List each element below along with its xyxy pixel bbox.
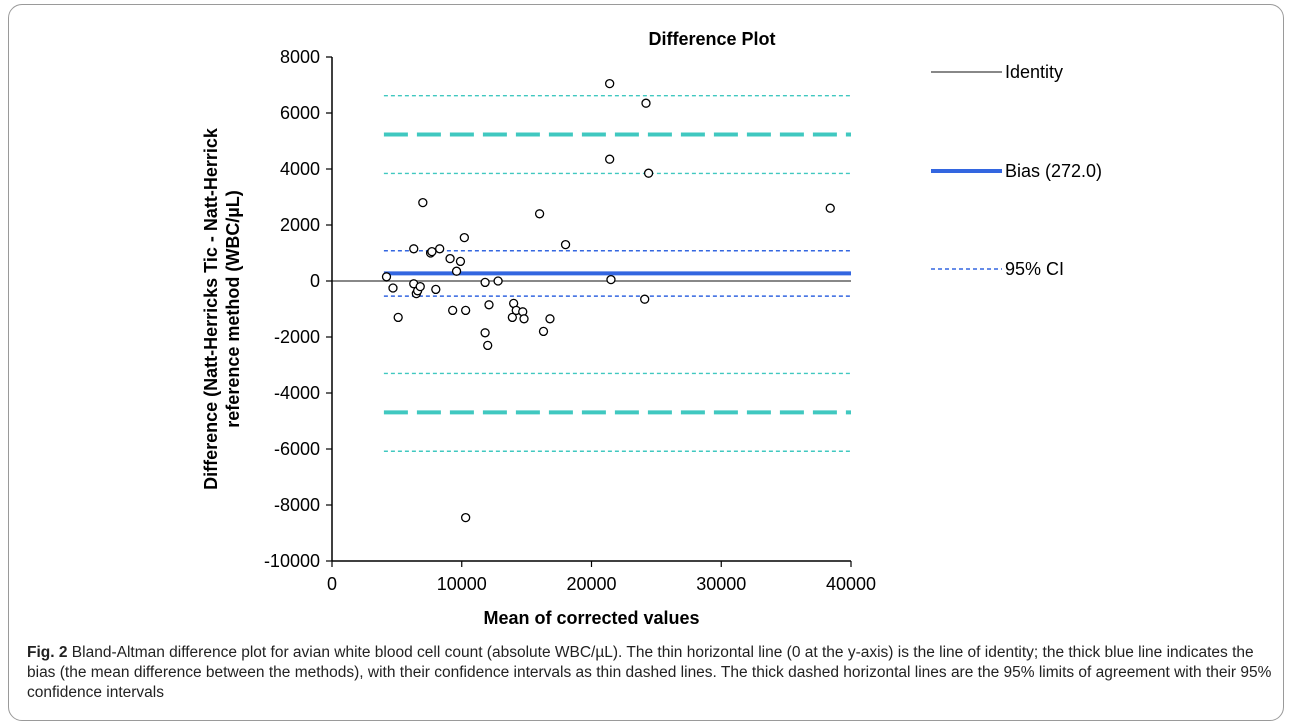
data-point xyxy=(534,209,545,219)
data-point xyxy=(641,98,651,108)
data-point xyxy=(480,277,490,288)
data-point xyxy=(409,244,419,254)
figure-frame: 0 10000 20000 30000 40000 -10000 -8000 -6000 -40… xyxy=(8,4,1284,721)
y-tick-label: 2000 xyxy=(280,215,320,235)
caption-label: Fig. 2 xyxy=(27,644,68,661)
x-tick-label: 20000 xyxy=(566,574,616,594)
data-point xyxy=(427,246,437,257)
data-point xyxy=(560,239,571,250)
y-tick-label: -4000 xyxy=(274,383,320,403)
chart-title: Difference Plot xyxy=(648,29,775,49)
legend-label: 95% CI xyxy=(1005,259,1064,279)
data-point xyxy=(418,197,428,208)
data-point xyxy=(435,244,445,254)
data-point xyxy=(393,312,403,323)
figure-caption: Fig. 2 Bland-Altman difference plot for … xyxy=(27,643,1272,703)
data-point xyxy=(451,266,462,276)
data-point xyxy=(519,314,529,324)
data-point xyxy=(388,283,398,293)
y-axis-label-line1: Difference (Natt-Herricks Tic - Natt-Her… xyxy=(201,127,221,490)
data-point xyxy=(640,294,650,304)
data-point xyxy=(483,340,493,351)
data-point xyxy=(448,305,458,316)
x-tick-label: 30000 xyxy=(696,574,746,594)
x-tick-label: 0 xyxy=(327,574,337,594)
data-point xyxy=(545,314,555,324)
difference-plot-chart: 0 10000 20000 30000 40000-10000-8000-6000-40… xyxy=(201,29,1102,628)
data-point xyxy=(493,276,503,286)
data-point xyxy=(460,305,471,316)
y-tick-label: -6000 xyxy=(274,439,320,459)
data-point xyxy=(484,300,494,310)
legend-label: Identity xyxy=(1005,62,1063,82)
data-point xyxy=(445,253,455,264)
y-tick-label: -10000 xyxy=(264,551,320,571)
data-point xyxy=(605,78,615,89)
data-point xyxy=(459,232,469,243)
data-point xyxy=(381,272,392,282)
data-point xyxy=(605,154,615,164)
y-axis-label-line2: reference method (WBC/µL) xyxy=(223,190,243,427)
data-point xyxy=(643,168,654,178)
y-tick-label: 6000 xyxy=(280,103,320,123)
x-tick-label: 10000 xyxy=(437,574,487,594)
y-tick-label: 8000 xyxy=(280,47,320,67)
data-point xyxy=(455,256,466,267)
data-point xyxy=(538,326,549,337)
caption-text: Bland-Altman difference plot for avian w… xyxy=(27,644,1272,701)
data-point xyxy=(415,281,425,292)
y-tick-label: 4000 xyxy=(280,159,320,179)
data-point xyxy=(507,312,518,323)
data-point xyxy=(606,274,616,285)
data-point xyxy=(460,512,471,523)
legend-label: Bias (272.0) xyxy=(1005,161,1102,181)
data-point xyxy=(431,284,441,295)
x-tick-label: 40000 xyxy=(826,574,876,594)
data-point xyxy=(480,328,490,338)
data-point xyxy=(825,203,835,213)
y-tick-label: -2000 xyxy=(274,327,320,347)
y-tick-label: -8000 xyxy=(274,495,320,515)
y-tick-label: 0 xyxy=(310,271,320,291)
x-axis-label: Mean of corrected values xyxy=(483,608,699,628)
